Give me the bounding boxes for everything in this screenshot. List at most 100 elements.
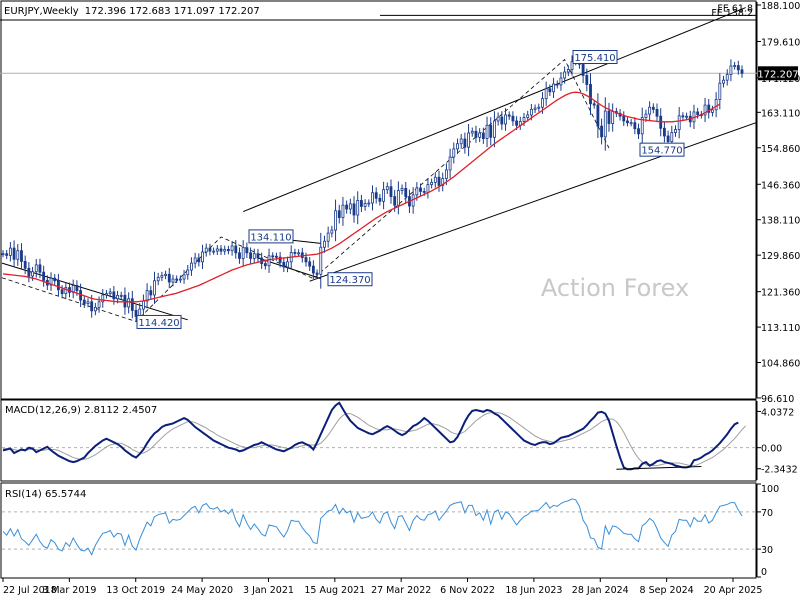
macd-panel-frame (0, 399, 757, 482)
candle-body (666, 135, 670, 142)
candle-body (533, 107, 537, 110)
candle-body (201, 251, 204, 263)
zigzag-line (1, 58, 610, 323)
time-tick-label: 3 Mar 2019 (42, 585, 96, 596)
candle-body (164, 273, 167, 276)
candle-body (600, 125, 604, 138)
candle-body (341, 204, 345, 219)
candle-body (93, 306, 97, 312)
candle-body (703, 104, 707, 116)
candle-body (367, 202, 371, 205)
candle-body (385, 186, 389, 191)
fibonacci-level-label: FE 61.8 (717, 3, 753, 14)
rsi-tick-label: 100 (761, 484, 779, 495)
candle-body (526, 114, 530, 118)
candle-body (481, 132, 485, 139)
candle-body (267, 255, 271, 267)
annotation-box (572, 50, 618, 65)
annotation-box (248, 229, 294, 244)
candle-body (607, 110, 611, 124)
time-tick-label: 20 Apr 2025 (704, 585, 763, 596)
candle-body (640, 117, 644, 135)
candle-body (500, 116, 504, 125)
price-tick-label: 138.110 (761, 216, 800, 227)
time-tick-label: 27 Mar 2022 (371, 585, 431, 596)
candle-body (467, 132, 470, 148)
candle-body (356, 200, 360, 216)
candle-body (16, 250, 20, 260)
candle-body (27, 267, 31, 277)
price-tick-label: 154.860 (761, 144, 800, 155)
price-axis-ticks: 188.100179.610171.120163.110154.860146.3… (756, 1, 800, 405)
time-tick-label: 8 Sep 2024 (640, 585, 694, 596)
price-tick-label: 179.610 (761, 37, 800, 48)
macd-signal-line (3, 412, 747, 467)
rsi-indicator: 100 70 30 0 (2, 483, 779, 578)
candle-body (153, 280, 156, 296)
candle-body (90, 301, 94, 312)
candle-body (219, 248, 223, 252)
candle-body (581, 63, 585, 76)
channel-upper-line (242, 7, 746, 213)
candle-body (456, 143, 459, 150)
macd-tick-label: 4.0372 (761, 407, 794, 418)
candle-body (8, 247, 12, 256)
candle-body (670, 132, 674, 142)
candle-body (105, 293, 108, 296)
candle-body (378, 197, 382, 202)
candle-body (75, 285, 79, 292)
candle-body (677, 115, 681, 130)
candle-body (326, 232, 330, 242)
candle-body (31, 271, 34, 277)
candle-body (563, 71, 567, 79)
candle-body (315, 272, 319, 275)
time-tick-label: 13 Oct 2019 (106, 585, 165, 596)
candle-body (256, 253, 260, 259)
price-tick-label: 129.860 (761, 251, 800, 262)
candle-body (437, 176, 441, 186)
candle-body (382, 189, 386, 202)
rsi-panel-frame (0, 482, 757, 579)
candle-body (171, 278, 175, 283)
price-tick-label: 121.360 (761, 288, 800, 299)
candle-body (226, 248, 230, 252)
candle-body (334, 210, 337, 231)
price-tick-label: 104.860 (761, 359, 800, 370)
candle-body (297, 252, 301, 255)
candle-body (433, 176, 437, 183)
time-tick-label: 22 Jul 2018 (3, 585, 57, 596)
candle-body (714, 99, 718, 111)
rsi-line (2, 498, 743, 556)
moving-average-line (2, 91, 721, 303)
candle-body (718, 82, 722, 100)
candle-body (116, 294, 119, 300)
time-tick-label: 15 Aug 2021 (304, 585, 365, 596)
candle-body (323, 240, 326, 248)
candle-body (544, 88, 548, 100)
price-panel-frame (0, 0, 757, 400)
candle-body (592, 103, 596, 106)
support-line-2021 (257, 257, 321, 280)
price-annotations: 175.410 154.770 134.110 124.370 114.420 172.2… (136, 50, 799, 329)
candle-body (603, 110, 607, 138)
time-tick-label: 28 Jan 2024 (572, 585, 629, 596)
candle-body (633, 122, 637, 130)
candle-body (459, 138, 463, 145)
candle-body (53, 277, 57, 282)
annotation-label: 114.420 (138, 318, 179, 329)
candle-body (696, 111, 700, 115)
candle-body (293, 251, 297, 254)
annotation-box (136, 314, 182, 329)
candle-body (141, 300, 145, 310)
ohlc-header: 172.396 172.683 171.097 172.207 (85, 6, 260, 17)
candle-body (419, 187, 422, 192)
candle-body (215, 248, 219, 252)
candle-body (149, 290, 153, 296)
candle-body (197, 257, 201, 263)
candle-body (278, 256, 282, 263)
candle-body (511, 115, 515, 122)
macd-tick-label: 0.00 (761, 444, 782, 455)
candle-body (127, 298, 131, 308)
